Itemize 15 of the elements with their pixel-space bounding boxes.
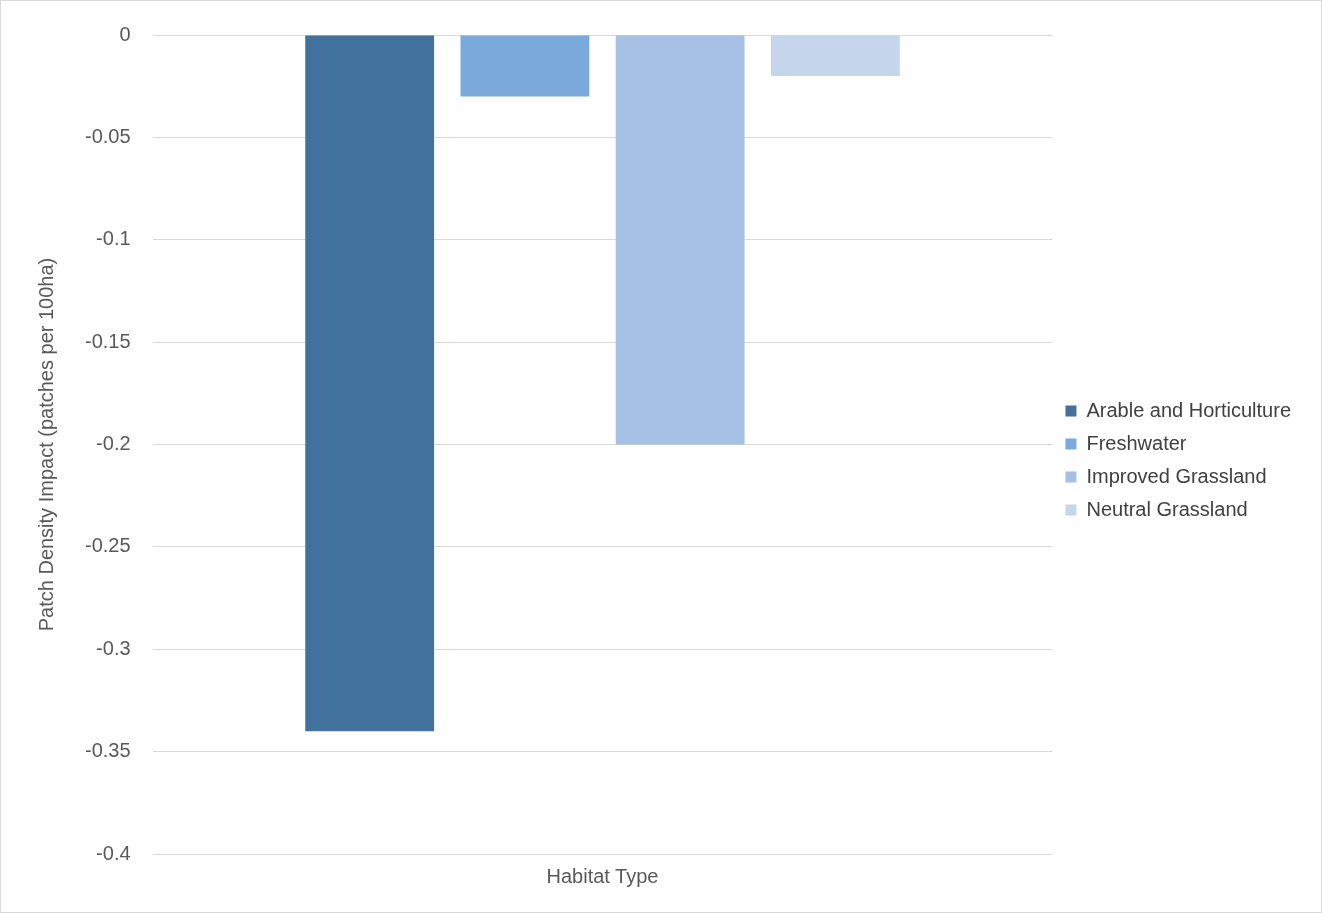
y-tick-label: -0.4 <box>96 841 131 864</box>
y-axis-title: Patch Density Impact (patches per 100ha) <box>34 257 57 632</box>
legend-label: Improved Grassland <box>1086 464 1267 487</box>
legend-label: Neutral Grassland <box>1086 497 1248 520</box>
y-tick-label: -0.05 <box>84 124 131 147</box>
y-tick-label: 0 <box>119 22 131 45</box>
y-tick-label: -0.3 <box>96 636 131 659</box>
legend-label: Arable and Horticulture <box>1086 398 1292 421</box>
y-tick-label: -0.25 <box>84 534 131 557</box>
legend-label: Freshwater <box>1086 431 1187 454</box>
y-tick-label: -0.1 <box>96 227 131 250</box>
y-tick-label: -0.15 <box>84 329 131 352</box>
y-tick-label: -0.35 <box>84 739 131 762</box>
x-tick-label: Habitat Type <box>546 864 659 887</box>
y-tick-label: -0.2 <box>96 432 131 455</box>
